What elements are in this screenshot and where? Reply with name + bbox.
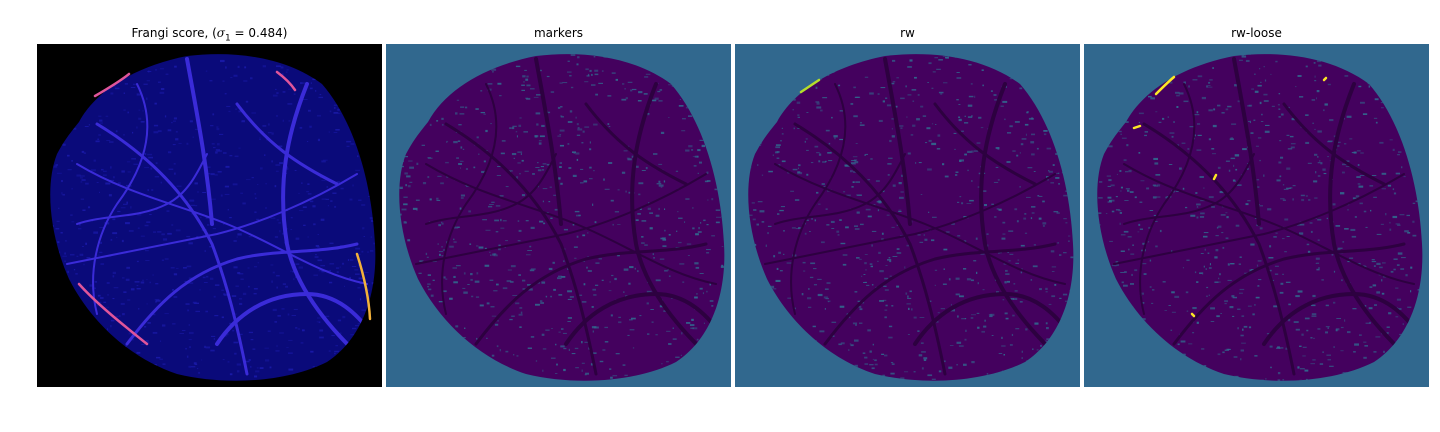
sigma-subscript: 1 xyxy=(225,33,231,44)
frangi-title-suffix: = 0.484) xyxy=(230,26,288,40)
rw-image xyxy=(735,44,1080,387)
rw-image-canvas xyxy=(735,44,1080,387)
rw-loose-image-canvas xyxy=(1084,44,1429,387)
markers-image-canvas xyxy=(386,44,731,387)
rw-loose-image xyxy=(1084,44,1429,387)
frangi-title-prefix: Frangi score, ( xyxy=(131,26,217,40)
rw-loose-panel-title: rw-loose xyxy=(1231,26,1282,40)
sigma-symbol: σ xyxy=(216,26,225,40)
frangi-image-canvas xyxy=(37,44,382,387)
frangi-panel-title: Frangi score, (σ1 = 0.484) xyxy=(37,26,382,45)
markers-panel-title: markers xyxy=(533,26,584,40)
frangi-image xyxy=(37,44,382,387)
markers-image xyxy=(386,44,731,387)
rw-panel-title: rw xyxy=(900,26,915,40)
